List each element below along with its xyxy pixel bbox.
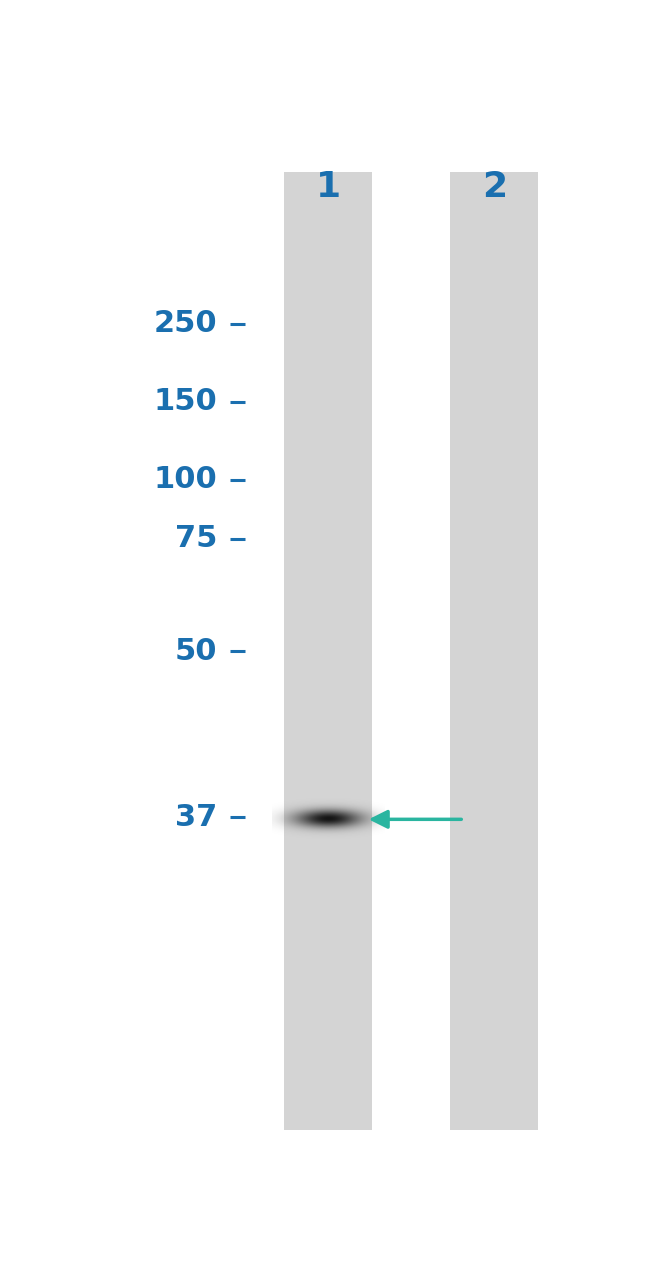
Text: 250: 250 <box>153 309 217 338</box>
Text: 75: 75 <box>175 525 217 554</box>
Text: 150: 150 <box>153 387 217 417</box>
Bar <box>284 171 372 1130</box>
Text: 37: 37 <box>175 803 217 832</box>
Text: 2: 2 <box>482 170 507 204</box>
Text: 1: 1 <box>315 170 341 204</box>
Text: 100: 100 <box>153 466 217 494</box>
Bar <box>450 171 538 1130</box>
Text: 50: 50 <box>175 636 217 665</box>
